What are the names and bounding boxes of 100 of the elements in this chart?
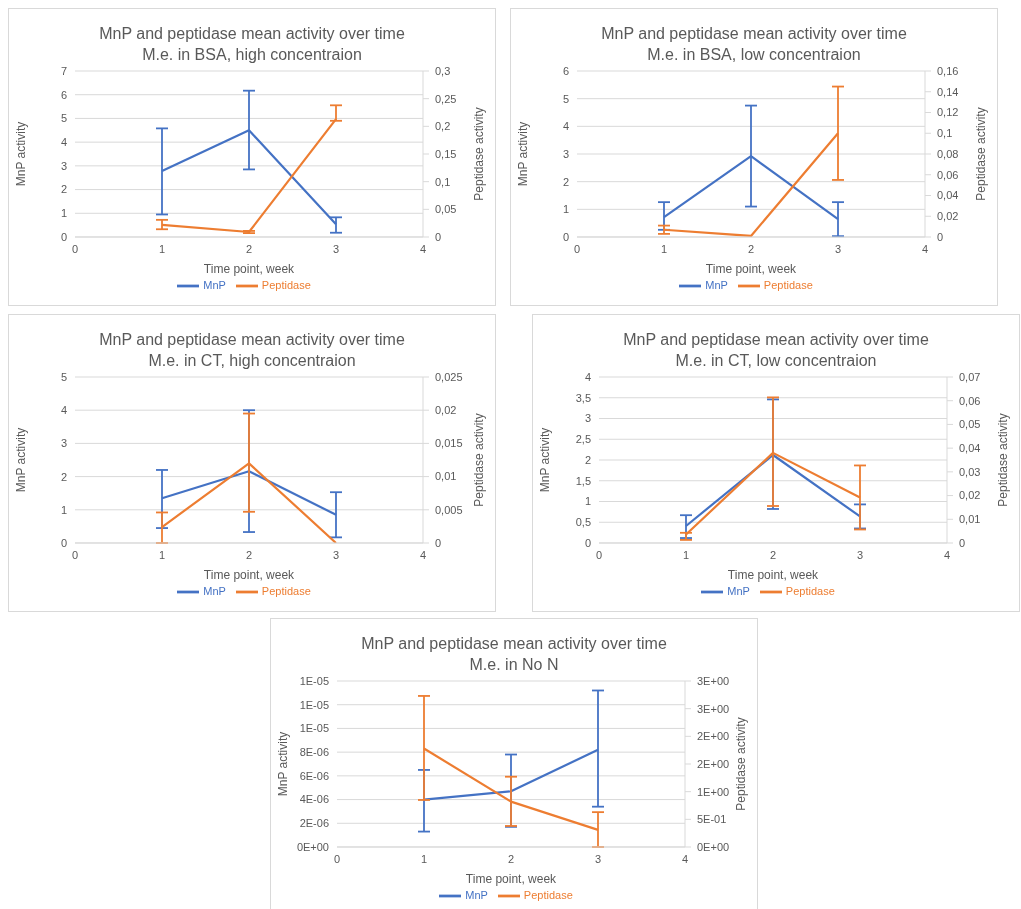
y2-tick-label: 0,06 (959, 394, 981, 407)
x-tick-label: 0 (71, 242, 79, 255)
y2-tick-label: 0,06 (937, 168, 959, 181)
y-tick-label: 8E-06 (299, 746, 329, 759)
y2-axis-title: Peptidase activity (974, 107, 989, 201)
y2-tick-label: 0,03 (959, 465, 981, 478)
y2-tick-label: 0,12 (937, 106, 959, 119)
x-tick-label: 2 (769, 548, 777, 561)
chart-title: MnP and peptidase mean activity over time (360, 634, 668, 654)
y-tick-label: 6 (60, 88, 67, 101)
x-axis-title: Time point, week (203, 262, 296, 276)
x-tick-label: 1 (420, 852, 428, 865)
y2-tick-label: 0,15 (435, 147, 457, 160)
y-axis-title: MnP activity (14, 427, 29, 493)
y2-tick-label: 0,025 (435, 370, 463, 383)
y-tick-label: 1 (562, 203, 569, 216)
y-tick-label: 0E+00 (296, 840, 329, 853)
y-tick-label: 5 (60, 112, 67, 125)
y-tick-label: 2 (584, 453, 591, 466)
y2-tick-label: 0,02 (937, 210, 959, 223)
x-axis-title: Time point, week (203, 568, 296, 582)
y-tick-label: 0 (60, 536, 67, 549)
chart-subtitle: M.e. in CT, high concentraion (147, 351, 357, 371)
y2-axis-title: Peptidase activity (472, 413, 487, 507)
x-tick-label: 0 (333, 852, 341, 865)
x-tick-label: 3 (332, 548, 340, 561)
y2-tick-label: 0E+00 (697, 840, 730, 853)
legend-label: Peptidase (523, 888, 573, 901)
y-tick-label: 0 (562, 230, 569, 243)
x-tick-label: 1 (660, 242, 668, 255)
y-tick-label: 6E-06 (299, 769, 329, 782)
x-tick-label: 1 (682, 548, 690, 561)
y2-tick-label: 0 (435, 230, 442, 243)
y2-tick-label: 5E-01 (697, 813, 727, 826)
y-tick-label: 0,5 (575, 516, 591, 529)
y-tick-label: 4 (60, 404, 67, 417)
y-axis-title: MnP activity (538, 427, 553, 493)
chart-title: MnP and peptidase mean activity over time (98, 330, 406, 350)
x-tick-label: 4 (419, 242, 427, 255)
legend-label: Peptidase (261, 584, 311, 597)
y-tick-label: 3 (562, 147, 569, 160)
x-tick-label: 2 (245, 242, 253, 255)
y2-tick-label: 0 (435, 536, 442, 549)
y2-tick-label: 0,05 (435, 203, 457, 216)
x-tick-label: 4 (419, 548, 427, 561)
y-tick-label: 2E-06 (299, 817, 329, 830)
y2-tick-label: 0,2 (435, 120, 451, 133)
x-axis-title: Time point, week (727, 568, 820, 582)
x-axis-title: Time point, week (465, 872, 558, 886)
y-tick-label: 0 (584, 536, 591, 549)
y-tick-label: 0 (60, 230, 67, 243)
x-tick-label: 3 (594, 852, 602, 865)
chart-title: MnP and peptidase mean activity over time (600, 24, 908, 44)
y2-tick-label: 0 (937, 230, 944, 243)
y-axis-title: MnP activity (276, 731, 291, 797)
y2-tick-label: 0,05 (959, 418, 981, 431)
y-tick-label: 4E-06 (299, 793, 329, 806)
y-tick-label: 7 (60, 64, 67, 77)
y-tick-label: 1 (60, 207, 67, 220)
x-tick-label: 2 (507, 852, 515, 865)
y2-tick-label: 0,02 (959, 489, 981, 502)
x-tick-label: 3 (834, 242, 842, 255)
y-tick-label: 3 (60, 159, 67, 172)
y2-tick-label: 0,07 (959, 370, 981, 383)
y2-axis-title: Peptidase activity (996, 413, 1011, 507)
x-tick-label: 0 (595, 548, 603, 561)
x-tick-label: 4 (943, 548, 951, 561)
y2-tick-label: 0,1 (937, 127, 953, 140)
y-tick-label: 6 (562, 64, 569, 77)
y-tick-label: 1 (584, 495, 591, 508)
x-tick-label: 4 (681, 852, 689, 865)
y2-tick-label: 0,005 (435, 503, 463, 516)
y-tick-label: 4 (562, 120, 569, 133)
y2-tick-label: 0,01 (435, 470, 457, 483)
y-tick-label: 3,5 (575, 391, 591, 404)
x-axis-title: Time point, week (705, 262, 798, 276)
y2-tick-label: 0,015 (435, 437, 463, 450)
legend-label: Peptidase (261, 278, 311, 291)
legend-label: MnP (203, 278, 226, 291)
y2-tick-label: 3E+00 (697, 674, 730, 687)
y-tick-label: 1,5 (575, 474, 591, 487)
legend-label: MnP (705, 278, 728, 291)
legend-label: Peptidase (785, 584, 835, 597)
y2-tick-label: 0 (959, 536, 966, 549)
x-tick-label: 3 (856, 548, 864, 561)
y-tick-label: 4 (60, 136, 67, 149)
x-tick-label: 3 (332, 242, 340, 255)
y-tick-label: 2,5 (575, 433, 591, 446)
y2-axis-title: Peptidase activity (734, 717, 749, 811)
x-tick-label: 0 (71, 548, 79, 561)
legend-label: MnP (203, 584, 226, 597)
y-tick-label: 5 (562, 92, 569, 105)
x-tick-label: 1 (158, 548, 166, 561)
y2-tick-label: 0,25 (435, 92, 457, 105)
y2-tick-label: 0,14 (937, 85, 959, 98)
y-tick-label: 1E-05 (299, 722, 329, 735)
y2-tick-label: 0,04 (959, 441, 981, 454)
y-tick-label: 1E-05 (299, 698, 329, 711)
x-tick-label: 2 (747, 242, 755, 255)
x-tick-label: 1 (158, 242, 166, 255)
